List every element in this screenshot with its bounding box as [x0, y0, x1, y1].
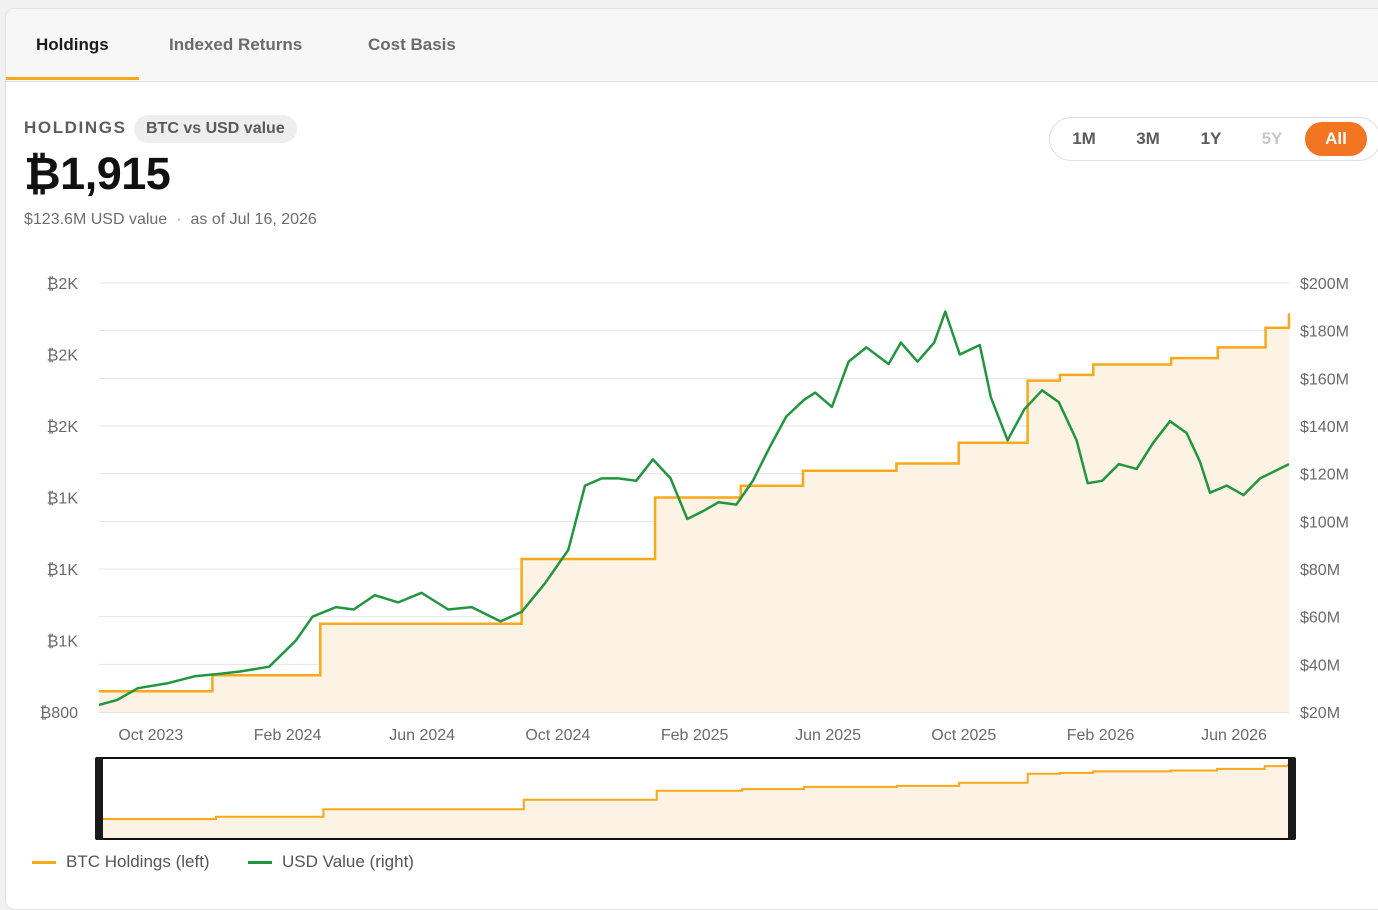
x-tick-label: Oct 2023 [118, 727, 183, 744]
x-tick-label: Feb 2026 [1067, 727, 1135, 744]
y-right-tick-label: $20M [1300, 705, 1340, 722]
y-left-tick-label: ₿2K [47, 418, 79, 436]
usd-value: $123.6M USD value [24, 211, 168, 228]
range-selector: 1M 3M 1Y 5Y All [1049, 117, 1378, 161]
legend-usd-swatch [248, 861, 272, 865]
y-left-tick-label: ₿1K [47, 561, 79, 579]
tab-holdings[interactable]: Holdings [36, 35, 109, 54]
tab-indexed-returns[interactable]: Indexed Returns [169, 35, 303, 54]
y-right-tick-label: $60M [1300, 610, 1340, 627]
navigator-line [103, 764, 1289, 820]
y-right-tick-label: $200M [1300, 276, 1349, 293]
y-left-tick-label: ₿1K [47, 490, 79, 508]
usd-value-line [98, 310, 1290, 707]
x-tick-label: Feb 2024 [254, 727, 322, 744]
holdings-chart: $20M $40M $60M $80M $100M $120M $140M $160M $180… [39, 275, 1349, 840]
tab-cost-basis[interactable]: Cost Basis [368, 35, 456, 54]
value-subtitle: $123.6M USD value · as of Jul 16, 2026 [24, 211, 317, 229]
range-1y-button[interactable]: 1Y [1200, 129, 1222, 148]
separator-dot: · [176, 211, 182, 228]
navigator-right-handle [1288, 757, 1296, 840]
range-1m-button[interactable]: 1M [1072, 129, 1096, 148]
x-tick-label: Jun 2025 [795, 727, 861, 744]
legend-usd-label: USD Value (right) [282, 852, 414, 871]
navigator-left-handle [95, 757, 103, 840]
btc-holdings-line [99, 313, 1291, 693]
range-3m-button[interactable]: 3M [1136, 129, 1160, 148]
y-right-tick-label: $120M [1300, 467, 1349, 484]
section-label: HOLDINGS [24, 118, 127, 137]
y-right-tick-label: $80M [1300, 562, 1340, 579]
active-tab-indicator [6, 77, 139, 80]
tab-bar: Holdings Indexed Returns Cost Basis [6, 9, 1378, 82]
x-tick-label: Oct 2024 [525, 727, 590, 744]
btc-holdings-value: ₿1,915 [24, 148, 171, 199]
y-right-tick-label: $140M [1300, 419, 1349, 436]
x-tick-label: Jun 2024 [389, 727, 455, 744]
x-tick-label: Oct 2025 [931, 727, 996, 744]
legend-btc[interactable]: BTC Holdings (left) [32, 852, 210, 872]
y-left-tick-label: ₿800 [39, 704, 78, 722]
legend-usd[interactable]: USD Value (right) [248, 852, 414, 872]
y-left-tick-label: ₿2K [47, 347, 79, 365]
x-tick-label: Feb 2025 [661, 727, 729, 744]
y-left-tick-label: ₿2K [47, 275, 79, 293]
range-all-button[interactable]: All [1305, 122, 1367, 156]
as-of-date: as of Jul 16, 2026 [190, 211, 317, 228]
x-tick-label: Jun 2026 [1201, 727, 1267, 744]
btc-holdings-area [99, 313, 1289, 712]
y-left-tick-label: ₿1K [47, 633, 79, 651]
navigator-area [103, 764, 1288, 838]
legend-btc-label: BTC Holdings (left) [66, 852, 210, 871]
y-right-tick-label: $100M [1300, 514, 1349, 531]
y-right-tick-label: $40M [1300, 657, 1340, 674]
y-right-tick-label: $160M [1300, 371, 1349, 388]
legend-btc-swatch [32, 861, 56, 865]
comparison-badge: BTC vs USD value [134, 115, 297, 143]
range-5y-button: 5Y [1261, 129, 1283, 148]
y-right-tick-label: $180M [1300, 324, 1349, 341]
